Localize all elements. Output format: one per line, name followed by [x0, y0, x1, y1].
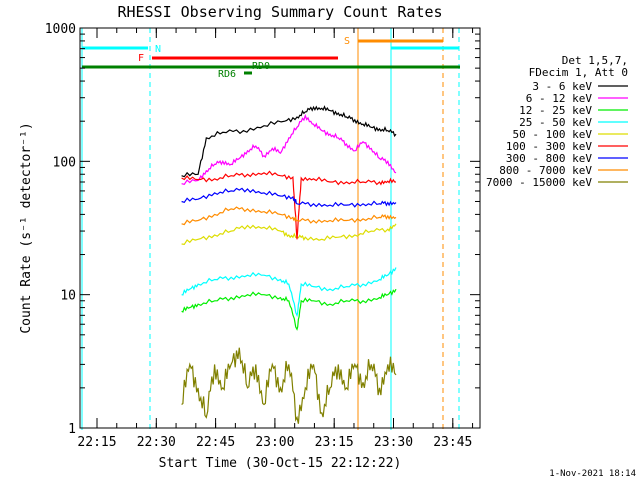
series-1: [181, 113, 397, 185]
y-tick-label-3: 1000: [45, 22, 76, 37]
legend-label-2: 12 - 25 keV: [519, 104, 592, 117]
orange-bar-label: S: [344, 36, 350, 47]
series-2: [181, 288, 397, 331]
x-tick-label-4: 23:15: [315, 435, 354, 450]
legend-label-6: 300 - 800 keV: [506, 152, 592, 165]
state-bars: N F RD0 RD6 S: [82, 36, 460, 80]
x-tick-label-6: 23:45: [433, 435, 472, 450]
y-tick-label-1: 10: [60, 289, 76, 304]
legend-label-5: 100 - 300 keV: [506, 140, 592, 153]
series-line-1: [181, 113, 397, 185]
series-line-6: [181, 187, 397, 208]
legend-label-3: 25 - 50 keV: [519, 116, 592, 129]
x-tick-label-0: 22:15: [77, 435, 116, 450]
time-marker-lines: [81, 28, 460, 430]
axis-layer: 1 10 100 1000 22:15 22:30 22:45 23:00 23:15 23:30…: [45, 22, 480, 450]
x-tick-label-3: 23:00: [255, 435, 294, 450]
date-stamp: 1-Nov-2021 18:14: [549, 469, 636, 479]
y-axis-label: Count Rate (s⁻¹ detector⁻¹): [19, 122, 34, 333]
series-line-2: [181, 288, 397, 331]
y-tick-label-2: 100: [53, 155, 76, 170]
plot-frame: [79, 27, 481, 429]
green-bar-label-rd6: RD6: [218, 69, 236, 80]
series-5: [181, 170, 397, 240]
legend-label-1: 6 - 12 keV: [526, 92, 593, 105]
series-line-4: [181, 223, 397, 246]
series-8: [181, 347, 397, 424]
legend-label-4: 50 - 100 keV: [513, 128, 593, 141]
legend-label-8: 7000 - 15000 keV: [486, 176, 592, 189]
series-7: [181, 206, 397, 226]
series-layer: [181, 105, 397, 424]
x-axis-label: Start Time (30-Oct-15 22:12:22): [159, 456, 402, 471]
series-line-7: [181, 206, 397, 226]
x-tick-label-5: 23:30: [374, 435, 413, 450]
series-line-3: [181, 267, 397, 318]
legend-label-7: 800 - 7000 keV: [499, 164, 592, 177]
y-tick-label-0: 1: [68, 422, 76, 437]
series-line-0: [181, 105, 397, 178]
series-3: [181, 267, 397, 318]
legend-title-line-0: Det 1,5,7,: [562, 54, 628, 67]
legend-title-line-1: FDecim 1, Att 0: [529, 66, 628, 79]
green-bar-label-rd0: RD0: [252, 61, 270, 72]
cyan-bar-label: N: [155, 44, 161, 55]
series-4: [181, 223, 397, 246]
x-tick-label-2: 22:45: [196, 435, 235, 450]
series-line-5: [181, 170, 397, 240]
red-bar-label: F: [138, 53, 144, 64]
legend-label-0: 3 - 6 keV: [532, 80, 592, 93]
series-0: [181, 105, 397, 178]
series-6: [181, 187, 397, 208]
chart-title: RHESSI Observing Summary Count Rates: [117, 3, 442, 21]
x-tick-label-1: 22:30: [137, 435, 176, 450]
series-line-8: [181, 347, 397, 424]
